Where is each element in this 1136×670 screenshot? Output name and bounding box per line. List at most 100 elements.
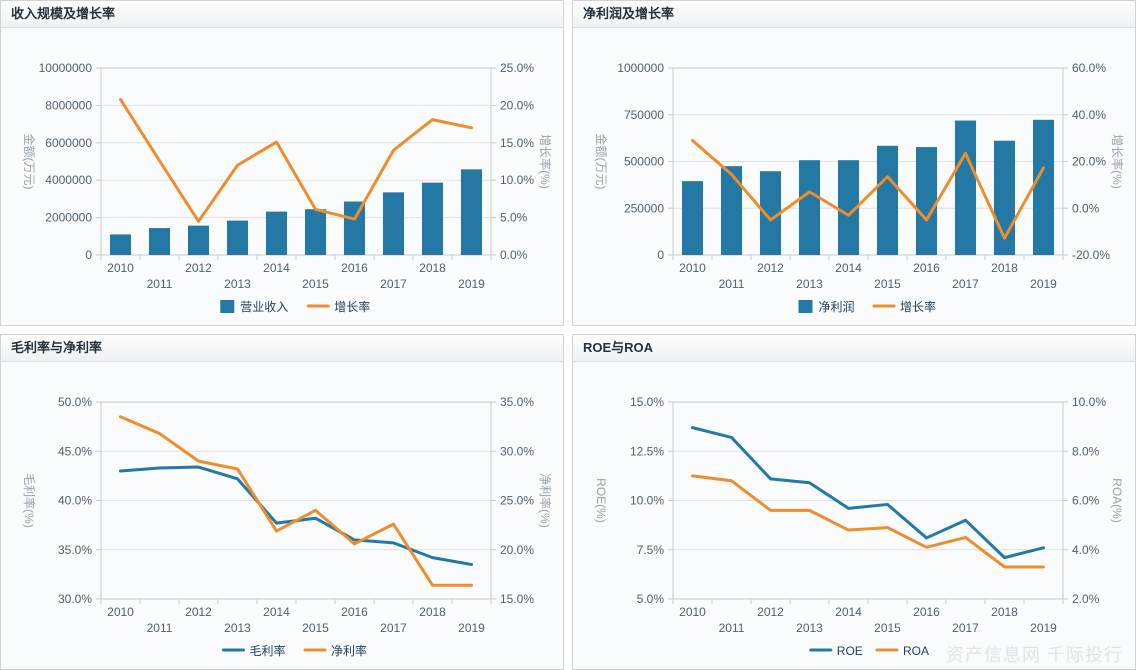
- axis-label: 2016: [341, 261, 368, 275]
- legend-label: ROE: [837, 644, 863, 658]
- axis-label: 2000000: [45, 211, 92, 225]
- bar-净利润: [954, 120, 977, 255]
- panel-body-roe-roa: 5.0% 2.0% 7.5% 4.0% 10.0% 6.0% 12.5% 8.0% 15.0% 1…: [573, 362, 1135, 669]
- legend-item-净利率[interactable]: 净利率: [303, 643, 367, 658]
- bar-营业收入: [109, 234, 132, 255]
- axis-label: 2012: [757, 261, 784, 275]
- roe-roa-chart: 5.0% 2.0% 7.5% 4.0% 10.0% 6.0% 12.5% 8.0% 15.0% 1…: [594, 395, 1124, 658]
- axis-label: 2013: [224, 621, 251, 635]
- axis-label: 6000000: [45, 136, 92, 150]
- axis-label: 10.0%: [500, 173, 534, 187]
- bar-营业收入: [421, 182, 444, 255]
- axis-label: 2019: [1030, 621, 1057, 635]
- axis-label: 15.0%: [630, 395, 664, 409]
- bar-营业收入: [343, 201, 366, 255]
- axis-label: 2016: [913, 605, 940, 619]
- panel-margins: 毛利率与净利率 30.0% 15.0% 35.0% 20.0% 40.0% 25.0% 45…: [0, 334, 564, 670]
- left-axis-name: ROE(%): [594, 478, 608, 523]
- axis-label: 20.0%: [1072, 155, 1106, 169]
- axis-label: 2019: [458, 277, 485, 291]
- legend-label: 净利率: [331, 643, 367, 658]
- axis-label: 2017: [380, 621, 407, 635]
- axis-label: 8000000: [45, 98, 92, 112]
- legend-label: 营业收入: [240, 300, 288, 314]
- axis-label: -20.0%: [1072, 248, 1110, 262]
- panel-title-text: 毛利率与净利率: [11, 340, 103, 355]
- legend-label: ROA: [903, 644, 929, 658]
- line-增长率: [691, 138, 1045, 240]
- axis-label: 6.0%: [1072, 494, 1100, 508]
- axis-label: 5.0%: [500, 211, 528, 225]
- panel-title-text: ROE与ROA: [583, 340, 654, 355]
- right-axis-name: 净利率(%): [538, 473, 553, 528]
- axis-label: 2015: [302, 621, 329, 635]
- axis-label: 2018: [419, 261, 446, 275]
- axis-label: 2015: [302, 277, 329, 291]
- axis-label: 2011: [719, 621, 745, 635]
- bar-净利润: [876, 145, 899, 255]
- axis-label: 20.0%: [500, 543, 534, 557]
- axis-label: 1000000: [617, 61, 664, 75]
- legend-item-ROE[interactable]: ROE: [809, 644, 863, 658]
- right-axis-name: ROA(%): [1110, 478, 1124, 523]
- panel-body-margins: 30.0% 15.0% 35.0% 20.0% 40.0% 25.0% 45.0% 30.0%…: [1, 362, 563, 669]
- axis-label: 0: [657, 248, 664, 262]
- axis-label: 8.0%: [1072, 444, 1100, 458]
- axis-label: 2013: [796, 277, 823, 291]
- axis-label: 750000: [624, 108, 664, 122]
- panel-title-revenue-growth: 收入规模及增长率: [1, 1, 563, 28]
- legend-item-净利润[interactable]: 净利润: [798, 300, 855, 314]
- panel-body-netprofit-growth: 0 -20.0% 250000 0.0% 500000 20.0% 750000 40.0% 1…: [573, 28, 1135, 325]
- legend-label: 增长率: [900, 299, 936, 314]
- left-axis-name: 金额(万元): [594, 134, 609, 190]
- bar-净利润: [798, 160, 821, 255]
- axis-label: 2013: [796, 621, 823, 635]
- axis-label: 20.0%: [500, 98, 534, 112]
- left-axis-name: 金额(万元): [22, 134, 37, 190]
- axis-label: 0: [85, 248, 92, 262]
- axis-label: 7.5%: [637, 543, 665, 557]
- line-增长率: [119, 97, 473, 223]
- axis-label: 40.0%: [58, 494, 92, 508]
- bar-营业收入: [304, 209, 327, 255]
- legend-item-增长率[interactable]: 增长率: [306, 299, 370, 314]
- axis-label: 5.0%: [637, 592, 665, 606]
- axis-label: 2014: [263, 261, 290, 275]
- axis-label: 2011: [147, 277, 173, 291]
- axis-label: 2012: [185, 261, 212, 275]
- axis-label: 60.0%: [1072, 61, 1106, 75]
- axis-label: 30.0%: [500, 444, 534, 458]
- axis-label: 25.0%: [500, 494, 534, 508]
- legend-item-ROA[interactable]: ROA: [875, 644, 929, 658]
- axis-label: 2010: [679, 261, 706, 275]
- axis-label: 2016: [341, 605, 368, 619]
- legend-item-增长率[interactable]: 增长率: [872, 299, 936, 314]
- axis-label: 15.0%: [500, 592, 534, 606]
- panel-revenue-growth: 收入规模及增长率 0 0.0% 2000000 5.0% 4000000 10.0% 600…: [0, 0, 564, 326]
- line-净利率: [119, 415, 473, 587]
- axis-label: 2011: [719, 277, 745, 291]
- axis-label: 4000000: [45, 173, 92, 187]
- axis-label: 2014: [835, 261, 862, 275]
- axis-label: 10000000: [39, 61, 93, 75]
- bar-净利润: [681, 181, 704, 255]
- panel-roe-roa: ROE与ROA 5.0% 2.0% 7.5% 4.0% 10.0% 6.0% 12.5% 8.…: [572, 334, 1136, 670]
- right-axis-name: 增长率(%): [1110, 134, 1125, 189]
- bar-营业收入: [226, 220, 249, 255]
- axis-label: 40.0%: [1072, 108, 1106, 122]
- axis-label: 25.0%: [500, 61, 534, 75]
- axis-label: 2019: [458, 621, 485, 635]
- panel-title-text: 净利润及增长率: [583, 6, 675, 21]
- legend-item-营业收入[interactable]: 营业收入: [220, 300, 288, 314]
- bar-营业收入: [382, 192, 405, 255]
- axis-label: 12.5%: [630, 444, 664, 458]
- bar-净利润: [837, 160, 860, 255]
- bar-营业收入: [265, 211, 288, 255]
- panel-body-revenue-growth: 0 0.0% 2000000 5.0% 4000000 10.0% 6000000 15.0%…: [1, 28, 563, 325]
- legend-item-毛利率[interactable]: 毛利率: [222, 643, 286, 658]
- axis-label: 2018: [991, 261, 1018, 275]
- revenue-growth-chart: 0 0.0% 2000000 5.0% 4000000 10.0% 6000000 15.0%…: [22, 61, 553, 314]
- axis-label: 2010: [679, 605, 706, 619]
- axis-label: 10.0%: [630, 494, 664, 508]
